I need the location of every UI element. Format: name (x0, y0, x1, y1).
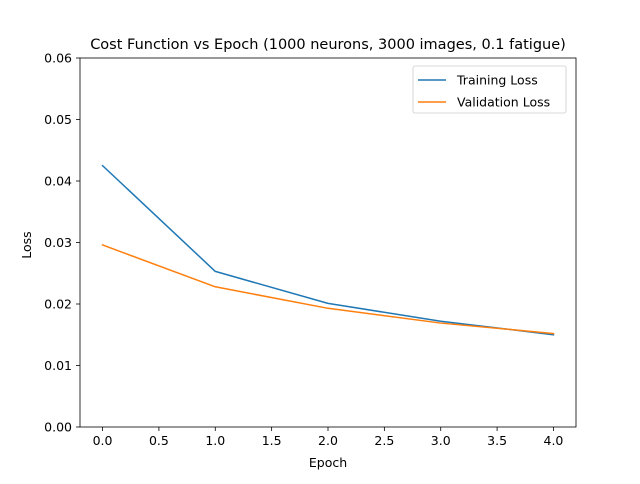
y-tick-label: 0.00 (44, 420, 72, 435)
x-tick-label: 1.5 (262, 433, 282, 448)
legend: Training Loss Validation Loss (412, 65, 567, 114)
y-axis-label: Loss (19, 231, 34, 258)
y-tick-label: 0.05 (44, 112, 72, 127)
x-tick-label: 2.5 (374, 433, 394, 448)
y-tick-label: 0.02 (44, 297, 72, 312)
series-line-validation-loss (101, 243, 555, 335)
chart-title: Cost Function vs Epoch (1000 neurons, 30… (90, 37, 566, 53)
plot-area: 0.0 0.5 1.0 1.5 2.0 2.5 3.0 3.5 4.0 0.00 0.01 0.02 0… (44, 51, 577, 448)
x-tick-label: 0.5 (149, 433, 169, 448)
y-tick-label: 0.06 (44, 51, 72, 66)
legend-label: Training Loss (456, 73, 538, 88)
plot-frame (79, 57, 577, 428)
x-tick-label: 1.0 (205, 433, 225, 448)
x-tick-label: 2.0 (318, 433, 338, 448)
x-tick-label: 3.5 (487, 433, 507, 448)
series-line-training-loss (101, 164, 555, 336)
y-tick-label: 0.04 (44, 174, 72, 189)
y-tick-label: 0.03 (44, 235, 72, 250)
y-tick-label: 0.01 (44, 358, 72, 373)
legend-label: Validation Loss (457, 95, 550, 110)
x-tick-label: 4.0 (544, 433, 564, 448)
x-tick-label: 3.0 (431, 433, 451, 448)
legend-box (412, 65, 567, 114)
x-axis-label: Epoch (309, 455, 347, 470)
x-tick-label: 0.0 (93, 433, 113, 448)
